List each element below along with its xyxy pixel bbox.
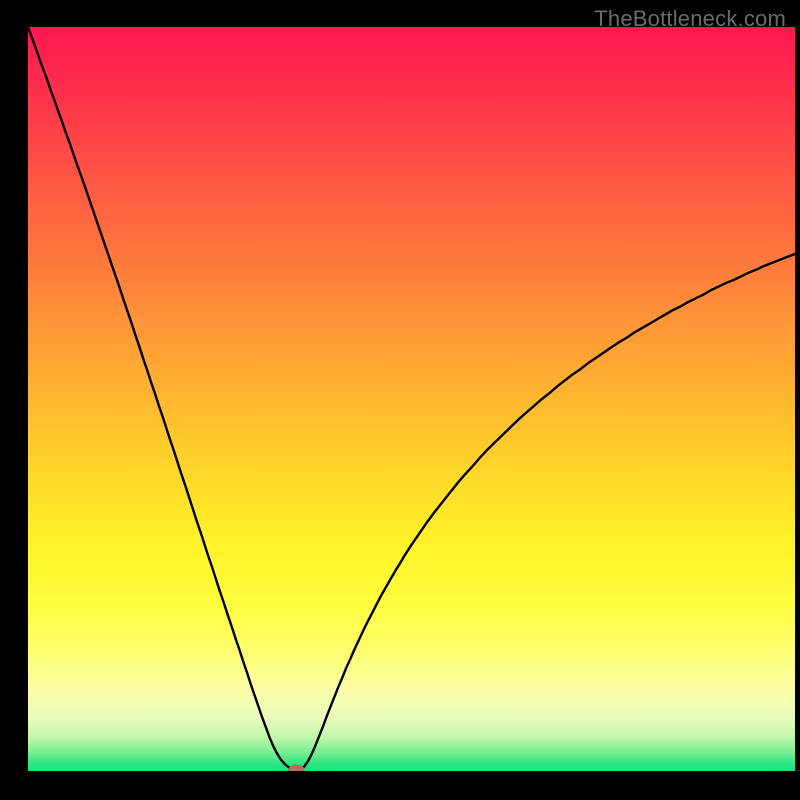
chart-background [28, 27, 795, 771]
chart-svg [28, 27, 795, 771]
watermark-text: TheBottleneck.com [594, 6, 786, 32]
bottleneck-chart [28, 27, 795, 771]
